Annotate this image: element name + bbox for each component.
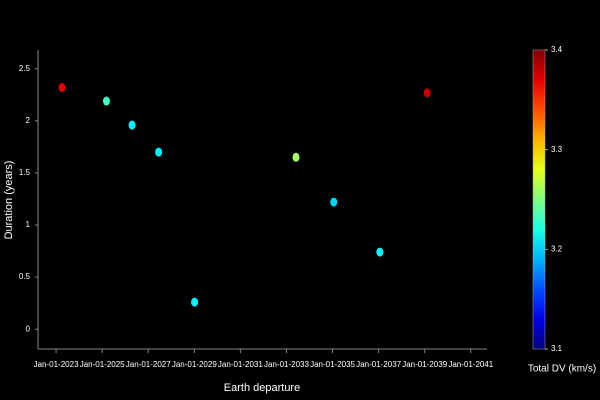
point	[376, 247, 384, 257]
x-tick-label: Jan-01-2027	[126, 360, 171, 369]
point	[423, 88, 431, 98]
x-tick-label: Jan-01-2037	[356, 360, 401, 369]
colorbar-title: Total DV (km/s)	[528, 364, 596, 375]
colorbar-tick-label: 3.3	[551, 145, 563, 154]
x-axis-title: Earth departure	[224, 382, 300, 394]
colorbar-tick-label: 3.4	[551, 45, 563, 54]
y-tick-label: 1.5	[19, 168, 31, 177]
x-tick-label: Jan-01-2035	[310, 360, 355, 369]
y-axis-title: Duration (years)	[3, 161, 15, 240]
x-tick-label: Jan-01-2025	[80, 360, 125, 369]
x-tick-label: Jan-01-2023	[34, 360, 79, 369]
x-tick-label: Jan-01-2031	[218, 360, 263, 369]
point	[191, 297, 199, 307]
y-tick-label: 2	[26, 116, 31, 125]
y-tick-label: 0.5	[19, 272, 31, 281]
x-tick-label: Jan-01-2029	[172, 360, 217, 369]
point	[292, 152, 300, 162]
y-tick-label: 0	[26, 324, 31, 333]
colorbar-tick-label: 3.2	[551, 244, 563, 253]
point	[155, 147, 163, 157]
x-tick-label: Jan-01-2041	[448, 360, 493, 369]
point	[330, 197, 338, 207]
point	[102, 96, 110, 106]
point	[58, 83, 66, 93]
x-tick-label: Jan-01-2033	[264, 360, 309, 369]
y-tick-label: 2.5	[19, 64, 31, 73]
colorbar	[532, 49, 546, 350]
y-tick-label: 1	[26, 220, 31, 229]
colorbar-tick-label: 3.1	[551, 344, 563, 353]
point	[128, 120, 136, 130]
x-tick-label: Jan-01-2039	[402, 360, 447, 369]
